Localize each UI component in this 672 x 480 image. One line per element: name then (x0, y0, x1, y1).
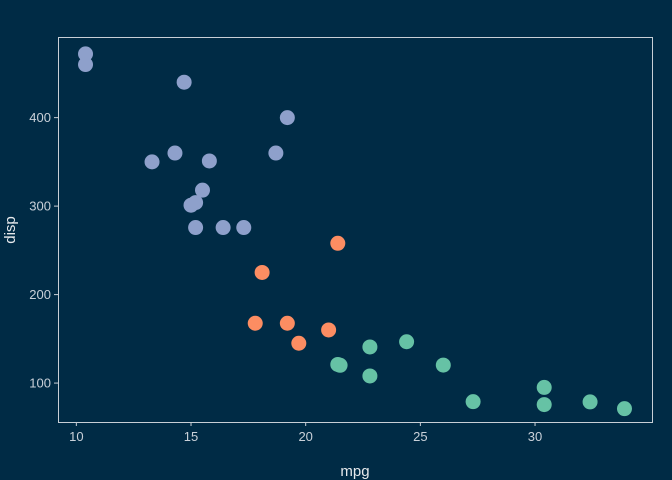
y-tick-label: 100 (29, 376, 51, 391)
x-tick-label: 20 (298, 429, 312, 444)
data-point-series-1 (279, 110, 295, 126)
y-tick-label: 300 (29, 199, 51, 214)
data-point-series-3 (616, 401, 632, 417)
data-point-series-3 (362, 368, 378, 384)
data-point-series-3 (435, 357, 451, 373)
x-tick-label: 30 (528, 429, 542, 444)
y-axis-title: disp (2, 216, 19, 244)
data-point-series-1 (188, 195, 204, 211)
data-point-series-1 (78, 57, 94, 73)
x-tick-label: 10 (69, 429, 83, 444)
data-point-series-1 (188, 220, 204, 236)
data-point-series-1 (215, 220, 231, 236)
y-tick-label: 400 (29, 110, 51, 125)
data-point-series-1 (236, 220, 252, 236)
data-point-series-2 (279, 315, 295, 331)
data-point-series-1 (144, 154, 160, 170)
data-point-series-3 (332, 357, 348, 373)
data-point-series-1 (268, 145, 284, 161)
data-point-series-3 (399, 334, 415, 350)
panel-border (58, 37, 653, 423)
data-point-series-1 (78, 46, 94, 62)
x-tick-label: 25 (413, 429, 427, 444)
x-axis-title: mpg (340, 463, 369, 480)
data-point-series-3 (536, 397, 552, 413)
x-tick-label: 15 (184, 429, 198, 444)
y-tick-label: 200 (29, 287, 51, 302)
data-point-series-3 (465, 394, 481, 410)
data-point-series-3 (362, 339, 378, 355)
data-point-series-2 (321, 322, 337, 338)
data-point-series-1 (194, 182, 210, 198)
data-point-series-1 (167, 145, 183, 161)
y-axis: 100 200 300 400 (29, 110, 58, 391)
data-point-series-1 (176, 74, 192, 90)
data-point-series-2 (254, 264, 270, 280)
x-axis: 10 15 20 25 30 (69, 422, 542, 444)
data-point-series-3 (582, 394, 598, 410)
data-point-series-3 (536, 379, 552, 395)
data-point-series-2 (330, 235, 346, 251)
data-point-series-2 (247, 315, 263, 331)
data-points (78, 46, 632, 417)
data-point-series-2 (291, 335, 307, 351)
data-point-series-1 (201, 153, 217, 169)
